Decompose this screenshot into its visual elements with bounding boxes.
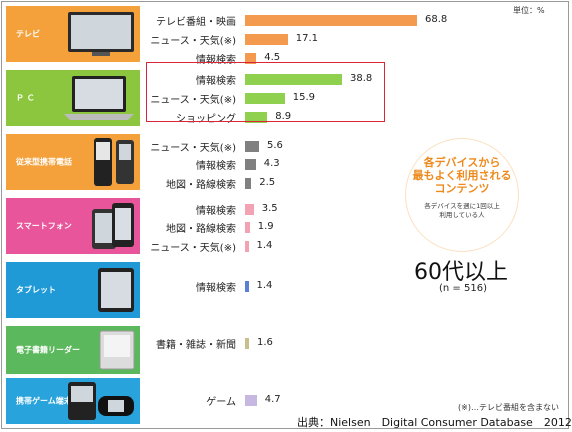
device-band: スマートフォン <box>6 198 140 254</box>
bar <box>245 34 288 45</box>
device-label: 従来型携帯電話 <box>16 157 72 167</box>
age-label: 60代以上 <box>414 260 508 285</box>
device-band: Ｐ Ｃ <box>6 70 140 126</box>
bar <box>245 395 257 406</box>
category-label: テレビ番組・映画 <box>156 17 236 28</box>
bar <box>245 141 259 152</box>
smartphone-icon <box>90 201 136 253</box>
bar <box>245 338 249 349</box>
category-label: 書籍・雑誌・新聞 <box>156 340 236 351</box>
category-label: ニュース・天気(※) <box>150 243 236 254</box>
bar <box>245 53 257 64</box>
bar <box>245 241 249 252</box>
tablet-icon <box>96 266 136 316</box>
bar <box>245 74 342 85</box>
ereader-icon <box>98 329 136 373</box>
value-label: 5.6 <box>267 140 283 151</box>
bar <box>245 281 249 292</box>
bar <box>245 93 285 104</box>
value-label: 1.4 <box>256 240 273 251</box>
callout-title-line2: 最もよく利用される <box>412 169 512 182</box>
category-label: 情報検索 <box>196 55 236 66</box>
category-label: 地図・路線検索 <box>166 180 236 191</box>
device-band: 電子書籍リーダー <box>6 326 140 374</box>
bar <box>245 204 254 215</box>
bar <box>245 159 256 170</box>
value-label: 4.7 <box>264 394 281 405</box>
device-band: テレビ <box>6 6 140 62</box>
callout-circle: 各デバイスから 最もよく利用される コンテンツ 各デバイスを週に1回以上 利用し… <box>405 138 519 252</box>
category-label: 情報検索 <box>196 206 236 217</box>
laptop-icon <box>62 74 136 124</box>
device-label: テレビ <box>16 29 40 39</box>
category-label: ニュース・天気(※) <box>150 143 236 154</box>
handheld-game-icon <box>66 380 136 424</box>
callout-title-line3: コンテンツ <box>434 182 490 195</box>
value-label: 4.5 <box>264 52 281 63</box>
callout-title-line1: 各デバイスから <box>423 156 501 169</box>
device-label: タブレット <box>16 285 56 295</box>
bar <box>245 178 252 189</box>
bar <box>245 222 250 233</box>
category-label: 情報検索 <box>196 161 236 172</box>
device-label: Ｐ Ｃ <box>16 93 35 103</box>
pc-highlight-box <box>146 62 385 122</box>
value-label: 2.5 <box>259 177 276 188</box>
device-label: 電子書籍リーダー <box>16 345 80 355</box>
device-band: 従来型携帯電話 <box>6 134 140 190</box>
value-label: 4.3 <box>263 158 280 169</box>
flip-phone-icon <box>92 136 136 190</box>
device-label: 携帯ゲーム端末 <box>16 396 72 406</box>
value-label: 1.6 <box>257 337 273 348</box>
category-label: 地図・路線検索 <box>166 224 236 235</box>
device-band: 携帯ゲーム端末 <box>6 378 140 424</box>
device-label: スマートフォン <box>16 221 72 231</box>
bar <box>245 15 417 26</box>
callout-sub-line1: 各デバイスを週に1回以上 <box>424 202 500 210</box>
category-label: ショッピング <box>176 114 236 125</box>
tv-icon <box>66 10 136 60</box>
callout-sub-line2: 利用している人 <box>439 211 485 219</box>
bar <box>245 112 268 123</box>
value-label: 1.4 <box>256 280 273 291</box>
sample-size: (n = 516) <box>439 283 487 294</box>
value-label: 17.1 <box>295 33 319 44</box>
category-label: 情報検索 <box>196 283 236 294</box>
category-label: ニュース・天気(※) <box>150 95 236 106</box>
value-label: 1.9 <box>257 221 274 232</box>
category-label: ニュース・天気(※) <box>150 36 236 47</box>
value-label: 38.8 <box>350 73 373 84</box>
category-label: 情報検索 <box>196 76 236 87</box>
source-label: 出典：Nielsen Digital Consumer Database 201… <box>297 416 572 429</box>
value-label: 68.8 <box>425 14 448 25</box>
value-label: 8.9 <box>275 111 292 122</box>
device-band: タブレット <box>6 262 140 318</box>
value-label: 3.5 <box>261 203 278 214</box>
value-label: 15.9 <box>292 92 316 103</box>
category-label: ゲーム <box>206 397 236 408</box>
unit-label: 単位：% <box>513 6 545 15</box>
footnote: (※)…テレビ番組を含まない <box>458 403 559 412</box>
